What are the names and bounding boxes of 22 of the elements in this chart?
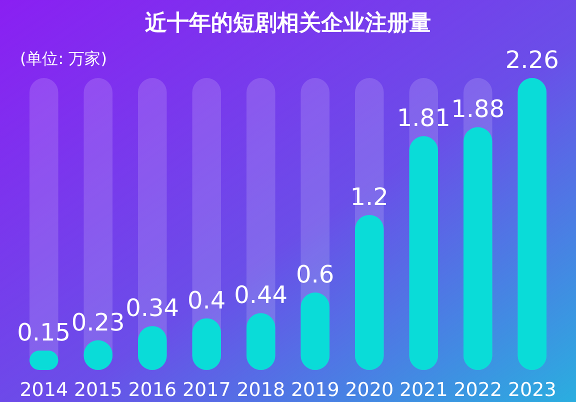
x-tick-label: 2016 <box>128 379 177 401</box>
x-tick-label: 2017 <box>182 379 231 401</box>
x-tick-label: 2019 <box>290 379 340 401</box>
data-label: 1.81 <box>396 104 450 132</box>
x-tick-label: 2015 <box>74 379 122 401</box>
data-label: 1.2 <box>350 182 388 211</box>
chart-title: 近十年的短剧相关企业注册量 <box>144 10 431 36</box>
x-tick-label: 2014 <box>20 379 68 401</box>
data-label: 0.15 <box>17 318 71 347</box>
data-label: 0.6 <box>296 260 334 288</box>
text: (单位: 万家) <box>20 49 107 68</box>
data-label: 1.88 <box>451 95 505 124</box>
data-label: 0.34 <box>126 294 180 322</box>
x-tick-label: 2018 <box>236 379 286 401</box>
x-tick-label: 2023 <box>508 379 556 401</box>
data-label: 0.23 <box>71 308 125 336</box>
x-tick-label: 2021 <box>399 379 448 401</box>
data-label: 0.44 <box>234 281 288 310</box>
data-label: 2.26 <box>505 46 559 74</box>
x-tick-label: 2022 <box>454 379 502 401</box>
data-label: 0.4 <box>188 286 226 314</box>
x-tick-label: 2020 <box>345 379 394 401</box>
